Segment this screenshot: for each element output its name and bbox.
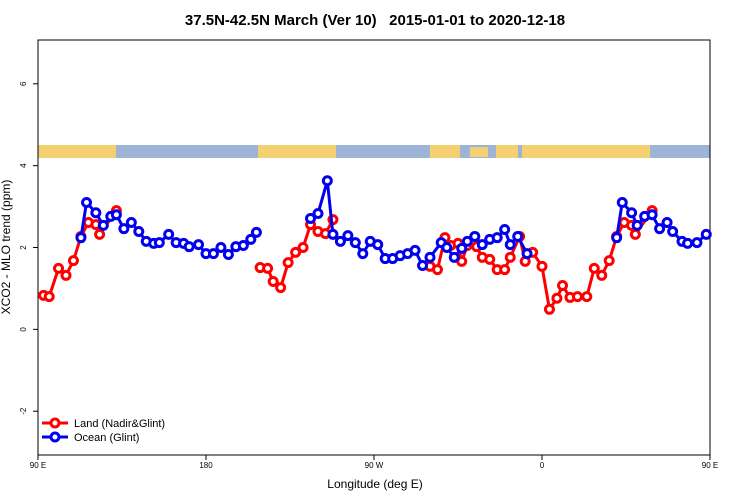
y-axis-label: XCO2 - MLO trend (ppm) bbox=[0, 180, 13, 315]
point bbox=[327, 228, 339, 240]
point bbox=[581, 291, 593, 303]
point bbox=[409, 244, 421, 256]
point bbox=[163, 228, 175, 240]
point bbox=[222, 248, 234, 260]
point bbox=[557, 280, 569, 292]
y-tick-label: 0 bbox=[19, 327, 28, 332]
y-tick-label: 4 bbox=[19, 163, 28, 168]
point bbox=[499, 223, 511, 235]
point bbox=[691, 237, 703, 249]
x-tick-label: 90 E bbox=[702, 461, 718, 470]
y-tick-label: 2 bbox=[19, 245, 28, 250]
point bbox=[424, 251, 436, 263]
point bbox=[97, 219, 109, 231]
point bbox=[118, 223, 130, 235]
point bbox=[646, 209, 658, 221]
point bbox=[207, 248, 219, 260]
point bbox=[484, 253, 496, 265]
point bbox=[215, 242, 227, 253]
point bbox=[588, 262, 600, 274]
legend-marker bbox=[49, 431, 61, 443]
point bbox=[543, 303, 555, 315]
point bbox=[448, 251, 460, 263]
point bbox=[372, 239, 384, 251]
x-tick-label: 90 E bbox=[30, 461, 46, 470]
point bbox=[312, 208, 324, 220]
x-tick-label: 90 W bbox=[365, 461, 384, 470]
point bbox=[305, 212, 317, 224]
point bbox=[441, 242, 453, 253]
point bbox=[250, 226, 262, 238]
point bbox=[321, 175, 333, 187]
x-axis-label: Longitude (deg E) bbox=[327, 477, 422, 491]
point bbox=[551, 292, 563, 304]
point bbox=[237, 239, 249, 251]
point bbox=[512, 230, 524, 242]
point bbox=[499, 264, 511, 276]
point bbox=[417, 260, 429, 272]
point bbox=[67, 255, 79, 267]
legend-label: Land (Nadir&Glint) bbox=[74, 418, 165, 430]
point bbox=[94, 228, 106, 240]
point bbox=[262, 262, 274, 274]
point bbox=[571, 291, 583, 303]
legend-marker bbox=[49, 417, 61, 429]
point bbox=[469, 230, 481, 242]
point bbox=[275, 282, 287, 294]
point bbox=[461, 235, 473, 247]
point bbox=[661, 217, 673, 229]
point bbox=[267, 275, 279, 287]
x-tick-label: 180 bbox=[199, 461, 213, 470]
map-strip bbox=[38, 145, 710, 158]
point bbox=[133, 226, 145, 238]
point bbox=[110, 209, 122, 221]
point bbox=[290, 246, 302, 258]
point bbox=[611, 232, 623, 244]
y-tick-label: 6 bbox=[19, 81, 28, 86]
point bbox=[667, 226, 679, 238]
point bbox=[521, 248, 533, 260]
point bbox=[476, 239, 488, 251]
legend-label: Ocean (Glint) bbox=[74, 432, 139, 444]
point bbox=[297, 242, 309, 253]
point bbox=[631, 219, 643, 231]
point bbox=[616, 196, 628, 208]
point bbox=[342, 230, 354, 242]
point bbox=[603, 255, 615, 267]
point bbox=[626, 207, 638, 219]
point bbox=[357, 248, 369, 260]
point bbox=[53, 262, 65, 274]
point bbox=[456, 242, 468, 254]
point bbox=[504, 251, 516, 263]
y-tick-label: -2 bbox=[19, 407, 28, 415]
point bbox=[60, 269, 72, 281]
point bbox=[75, 232, 87, 244]
point bbox=[431, 264, 443, 276]
x-tick-label: 0 bbox=[540, 461, 545, 470]
point bbox=[90, 207, 102, 219]
point bbox=[349, 237, 361, 249]
point bbox=[245, 233, 257, 245]
chart-title: 37.5N-42.5N March (Ver 10) 2015-01-01 to… bbox=[185, 12, 565, 29]
point bbox=[43, 291, 55, 303]
point bbox=[193, 239, 205, 251]
point bbox=[504, 239, 516, 251]
point bbox=[629, 228, 641, 240]
point bbox=[282, 257, 294, 269]
point bbox=[334, 235, 346, 247]
point bbox=[491, 232, 503, 244]
point bbox=[81, 196, 93, 208]
point bbox=[536, 260, 548, 272]
point bbox=[125, 217, 137, 229]
point bbox=[682, 237, 694, 249]
point bbox=[153, 237, 165, 249]
point bbox=[654, 223, 666, 235]
point bbox=[596, 269, 608, 281]
point bbox=[700, 228, 712, 240]
point bbox=[183, 241, 195, 253]
